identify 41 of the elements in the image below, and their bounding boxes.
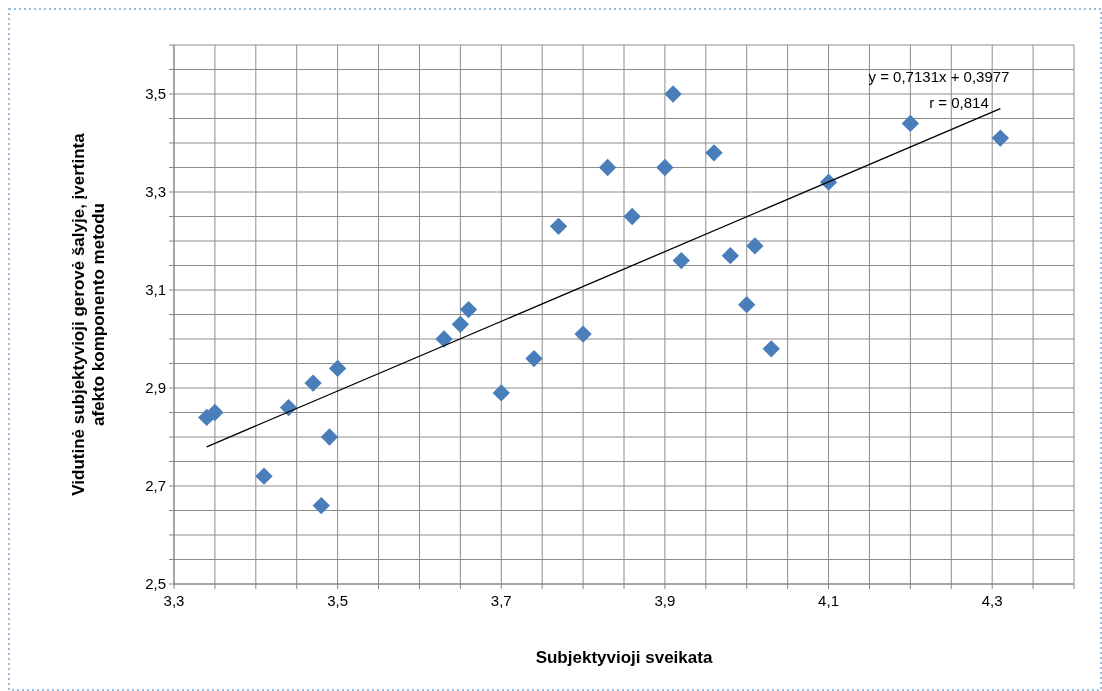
- point: [721, 247, 740, 265]
- point: [672, 251, 690, 270]
- y-tick-label: 2,5: [145, 575, 166, 593]
- point: [738, 296, 756, 314]
- point: [623, 207, 641, 226]
- point: [991, 129, 1010, 147]
- annotation: r = 0,814: [929, 94, 989, 111]
- x-tick-label: 3,3: [163, 592, 185, 609]
- x-tick-label: 3,9: [654, 592, 676, 609]
- point: [304, 374, 322, 392]
- point: [574, 325, 592, 343]
- y-tick-label: 2,9: [145, 379, 166, 397]
- point: [549, 217, 568, 235]
- x-tick-label: 3,5: [327, 592, 349, 609]
- annotation: y = 0,7131x + 0,3977: [868, 68, 1010, 85]
- point: [459, 300, 478, 319]
- x-tick-label: 3,7: [490, 592, 512, 609]
- point: [901, 114, 920, 133]
- point: [312, 496, 330, 515]
- y-axis-title: Vidutinė subjektyvioji gerovė šalyje, įvertinta afekto komponento metodu: [69, 132, 108, 496]
- point: [525, 349, 543, 368]
- y-tick-label: 3,5: [145, 85, 166, 103]
- x-tick-label: 4,1: [818, 592, 839, 609]
- point: [255, 467, 273, 485]
- point: [320, 428, 339, 446]
- point: [705, 144, 723, 162]
- x-tick-label: 4,3: [981, 592, 1003, 609]
- point: [664, 85, 682, 103]
- point: [746, 237, 764, 255]
- point: [492, 384, 510, 402]
- point: [656, 158, 674, 177]
- y-tick-label: 3,3: [145, 183, 166, 201]
- point: [451, 315, 470, 333]
- x-axis-title: Subjektyvioji sveikata: [535, 648, 713, 667]
- point: [435, 330, 453, 348]
- point: [762, 340, 780, 358]
- point: [328, 359, 347, 378]
- y-tick-label: 2,7: [145, 477, 166, 495]
- y-tick-label: 3,1: [145, 281, 166, 299]
- point: [206, 403, 224, 422]
- point: [598, 158, 617, 177]
